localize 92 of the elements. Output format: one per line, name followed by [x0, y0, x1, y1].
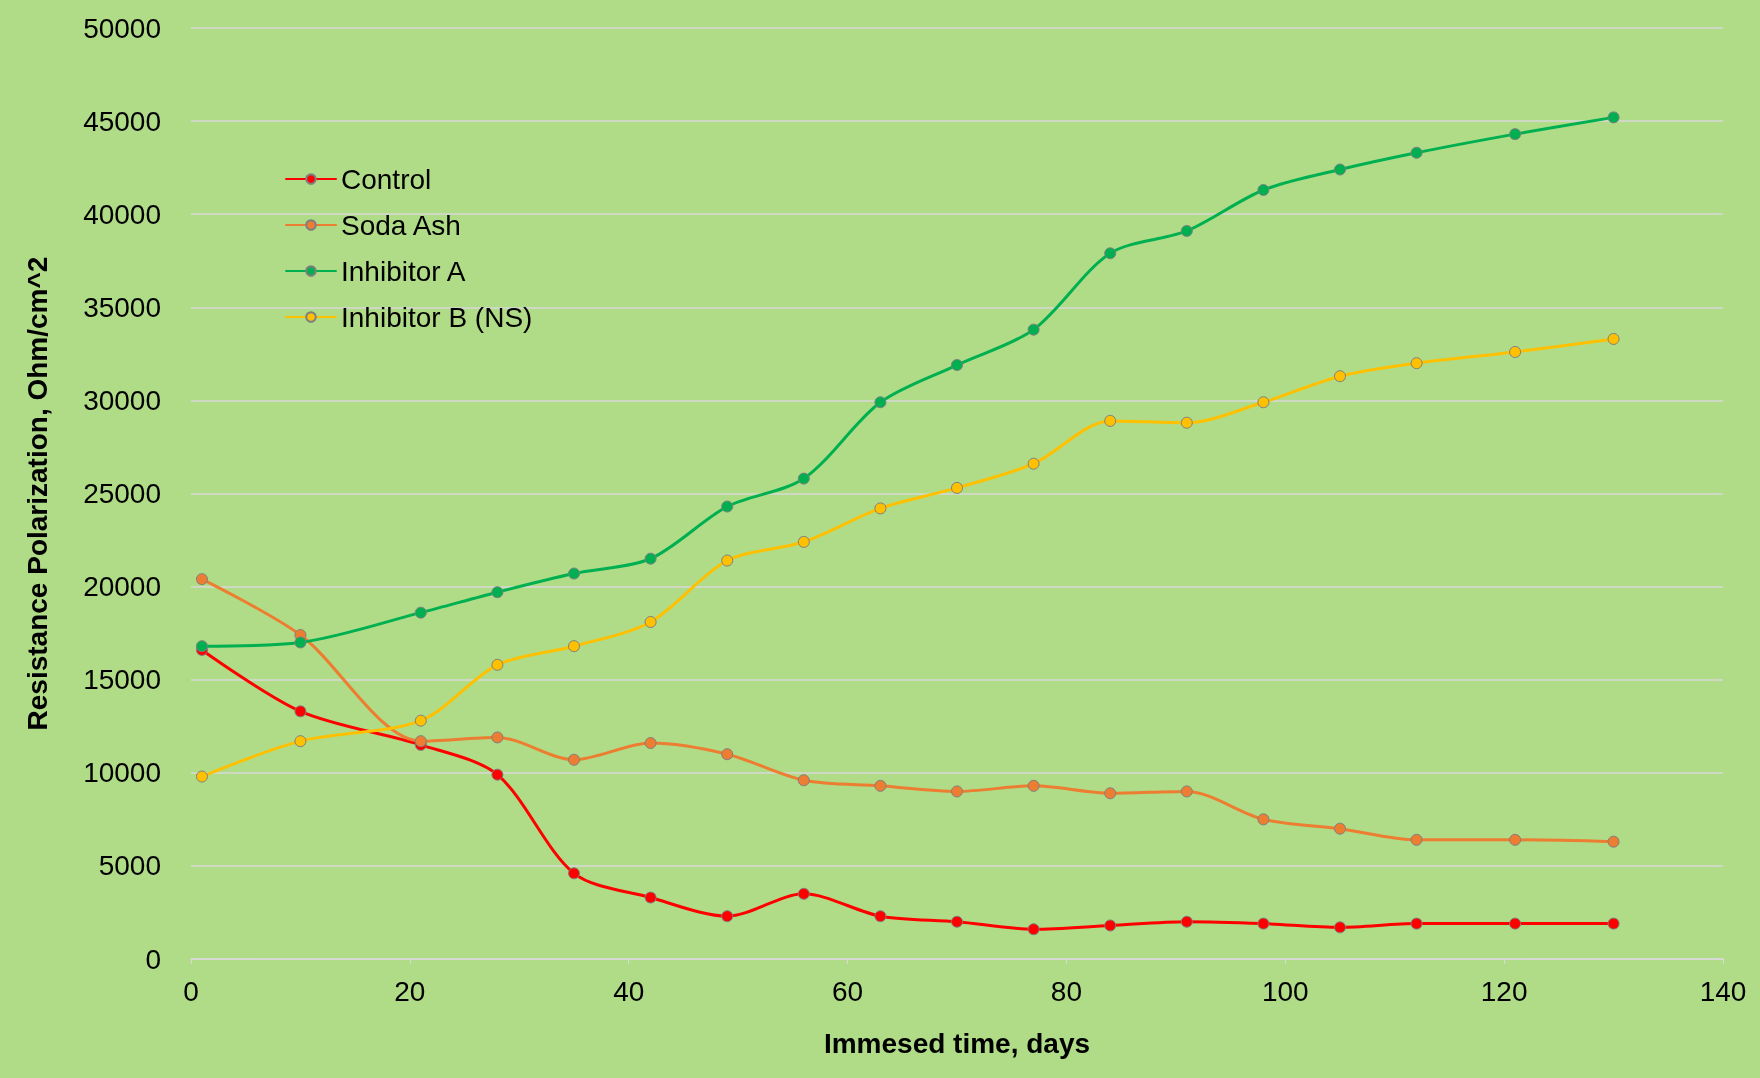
y-tick-label: 20000	[83, 571, 161, 603]
point	[491, 658, 504, 671]
point	[491, 586, 504, 599]
x-tick-label: 120	[1480, 975, 1528, 1007]
point	[1104, 787, 1117, 800]
point	[1509, 345, 1522, 358]
point	[1334, 822, 1346, 835]
point	[1509, 128, 1522, 141]
point	[1410, 146, 1423, 159]
point	[797, 472, 810, 485]
point	[414, 714, 427, 727]
point	[951, 359, 963, 372]
point	[721, 500, 734, 513]
point	[1607, 917, 1620, 930]
y-tick-label: 0	[145, 943, 161, 975]
point	[1104, 414, 1117, 427]
y-tick-label: 30000	[83, 384, 161, 416]
point	[568, 640, 580, 653]
point	[721, 748, 734, 761]
point	[1334, 163, 1346, 176]
point	[1607, 835, 1620, 848]
point	[1410, 917, 1423, 930]
point	[1257, 396, 1270, 409]
y-tick-label: 45000	[83, 105, 161, 137]
point	[491, 731, 504, 744]
point	[568, 867, 580, 880]
point	[491, 768, 504, 781]
x-tick-label: 0	[183, 975, 199, 1007]
point	[1180, 224, 1193, 237]
point	[721, 554, 734, 567]
point	[1180, 416, 1193, 429]
y-tick-label: 50000	[83, 12, 161, 44]
point	[1027, 457, 1040, 470]
point	[568, 567, 580, 580]
legend-label: Soda Ash	[341, 209, 461, 241]
point	[644, 891, 657, 904]
point	[1180, 785, 1193, 798]
x-tick-label: 20	[394, 975, 426, 1007]
point	[1027, 323, 1040, 336]
point	[294, 735, 307, 748]
point	[1607, 111, 1620, 124]
x-tick-label: 100	[1261, 975, 1309, 1007]
point	[797, 774, 810, 787]
point	[1104, 247, 1117, 260]
point	[1509, 833, 1522, 846]
point	[644, 552, 657, 565]
point	[1607, 332, 1620, 345]
point	[644, 737, 657, 749]
y-axis-title: Resistance Polarization, Ohm/cm^2	[21, 256, 53, 731]
point	[1509, 917, 1522, 930]
point	[1180, 915, 1193, 928]
point	[1410, 833, 1423, 846]
point	[874, 910, 887, 923]
y-tick-label: 5000	[98, 850, 161, 882]
point	[797, 887, 810, 900]
point	[1334, 921, 1346, 934]
y-tick-label: 15000	[83, 664, 161, 696]
point	[721, 910, 734, 923]
legend-label: Control	[341, 163, 432, 195]
legend-label: Inhibitor B (NS)	[341, 301, 533, 333]
point	[1027, 779, 1040, 792]
point	[1257, 184, 1270, 196]
point	[874, 396, 887, 409]
point	[1257, 813, 1270, 826]
y-tick-label: 10000	[83, 757, 161, 789]
x-tick-label: 80	[1050, 975, 1083, 1007]
y-tick-label: 40000	[83, 198, 161, 230]
x-axis-title: Immesed time, days	[823, 1027, 1091, 1059]
point	[644, 615, 657, 628]
point	[195, 770, 208, 783]
point	[1104, 919, 1117, 932]
point	[874, 779, 887, 792]
x-tick-label: 60	[831, 975, 864, 1007]
x-tick-label: 40	[613, 975, 645, 1007]
y-tick-label: 25000	[83, 478, 161, 509]
point	[1410, 357, 1423, 370]
point	[414, 606, 427, 619]
point	[951, 915, 963, 928]
point	[874, 502, 887, 515]
legend-label: Inhibitor A	[341, 255, 466, 287]
point	[951, 785, 963, 798]
point	[1257, 917, 1270, 930]
point	[951, 481, 963, 494]
point	[294, 705, 307, 718]
y-tick-label: 35000	[83, 291, 161, 323]
x-tick-label: 140	[1699, 975, 1747, 1007]
point	[1334, 370, 1346, 383]
point	[568, 753, 580, 766]
point	[294, 636, 307, 649]
point	[195, 573, 208, 586]
point	[797, 535, 810, 548]
point	[1027, 923, 1040, 936]
